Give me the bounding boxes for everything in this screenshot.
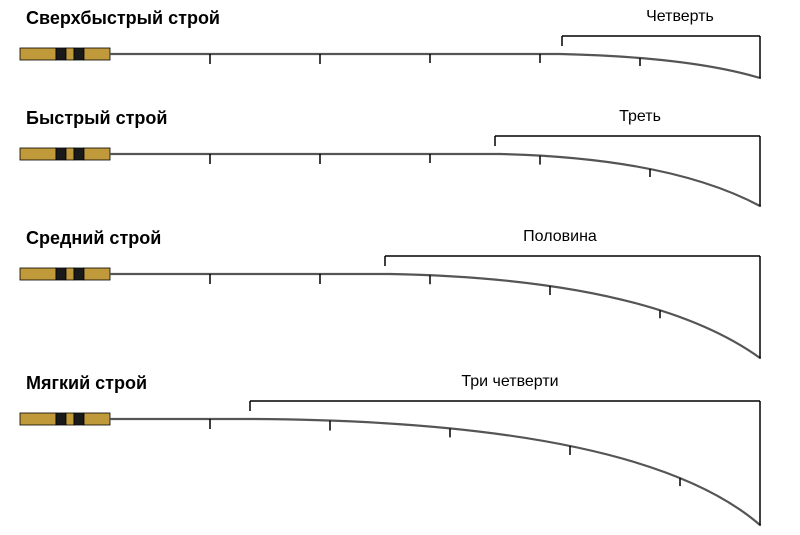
rod-row-fast: Быстрый стройТреть xyxy=(0,100,800,220)
rod-row-medium: Средний стройПоловина xyxy=(0,220,800,365)
rod-svg xyxy=(0,365,800,535)
rod-svg xyxy=(0,220,800,365)
rod-row-slow: Мягкий стройТри четверти xyxy=(0,365,800,535)
rod-svg xyxy=(0,0,800,100)
rod-svg xyxy=(0,100,800,220)
rod-row-extra_fast: Сверхбыстрый стройЧетверть xyxy=(0,0,800,100)
